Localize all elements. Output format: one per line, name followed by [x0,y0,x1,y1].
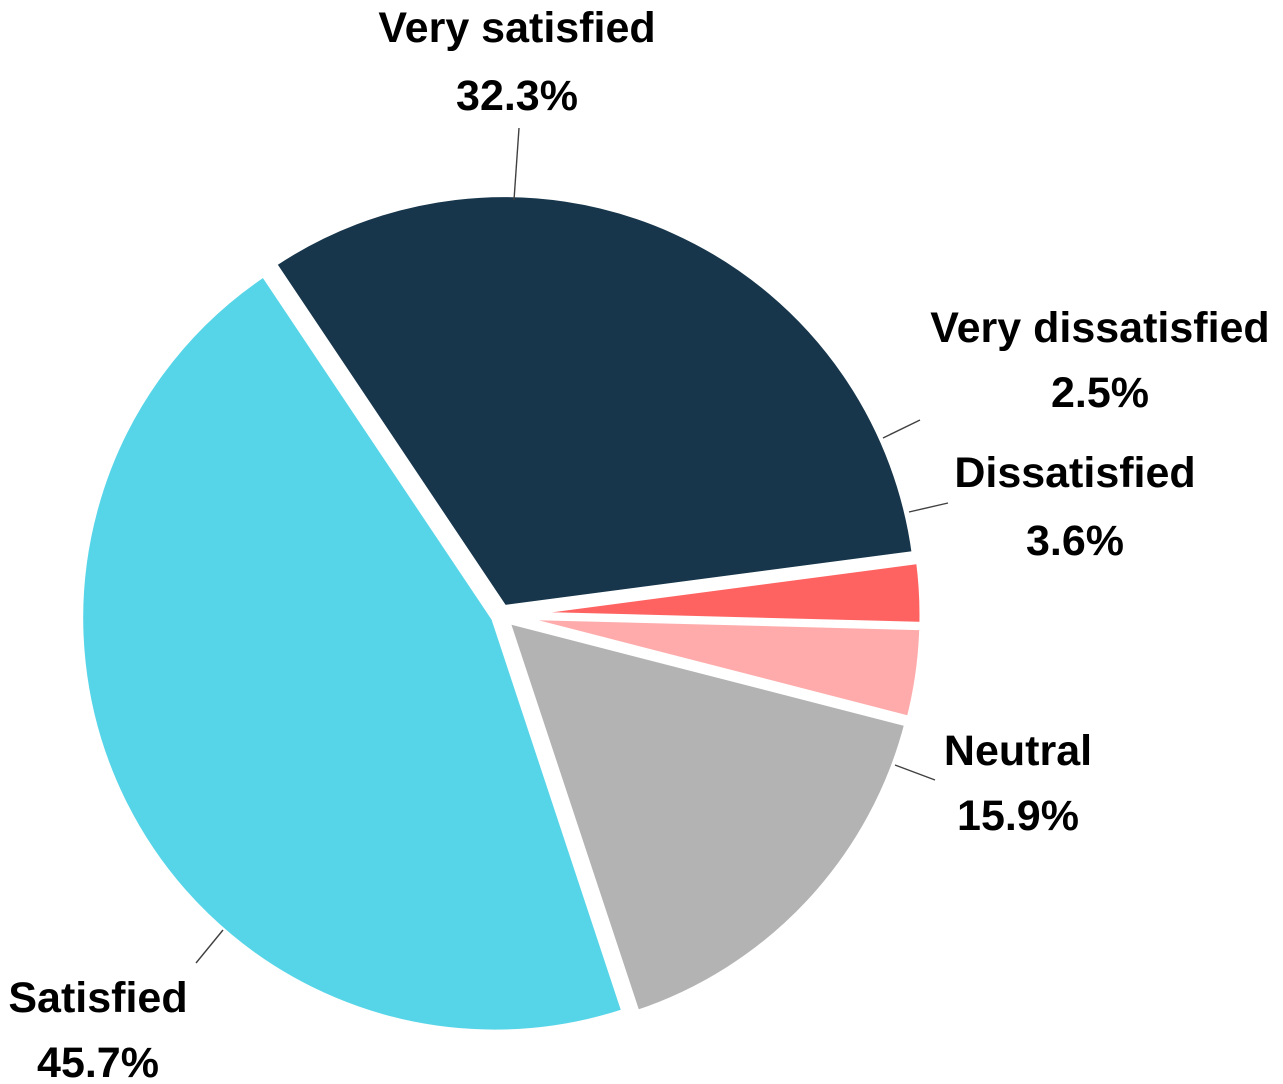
pie-slice-neutral [500,614,913,1019]
data-labels: Very satisfied 32.3% Very dissatisfied 2.5%… [8,4,1269,1084]
leader-lines [195,127,949,964]
leader-line-dissatisfied [908,502,949,513]
slice-value-satisfied: 45.7% [37,1039,159,1084]
slice-value-very-satisfied: 32.3% [456,72,578,120]
slice-value-very-dissatisfied: 2.5% [1051,369,1149,417]
slice-label-neutral: Neutral [944,727,1092,775]
slice-label-dissatisfied: Dissatisfied [954,449,1195,497]
slice-value-dissatisfied: 3.6% [1026,517,1124,565]
pie-slices [76,190,927,1037]
pie-slice-very-satisfied [268,190,920,613]
leader-line-very-dissatisfied [882,419,921,439]
leader-line-very-satisfied [513,127,520,201]
leader-line-neutral [894,764,936,781]
pie-slice-satisfied [76,268,630,1037]
slice-label-very-dissatisfied: Very dissatisfied [930,304,1269,352]
slice-value-neutral: 15.9% [957,792,1079,840]
leader-line-satisfied [195,929,224,964]
slice-label-satisfied: Satisfied [8,974,187,1022]
slice-label-very-satisfied: Very satisfied [378,4,655,52]
pie-slice-dissatisfied [507,612,927,724]
